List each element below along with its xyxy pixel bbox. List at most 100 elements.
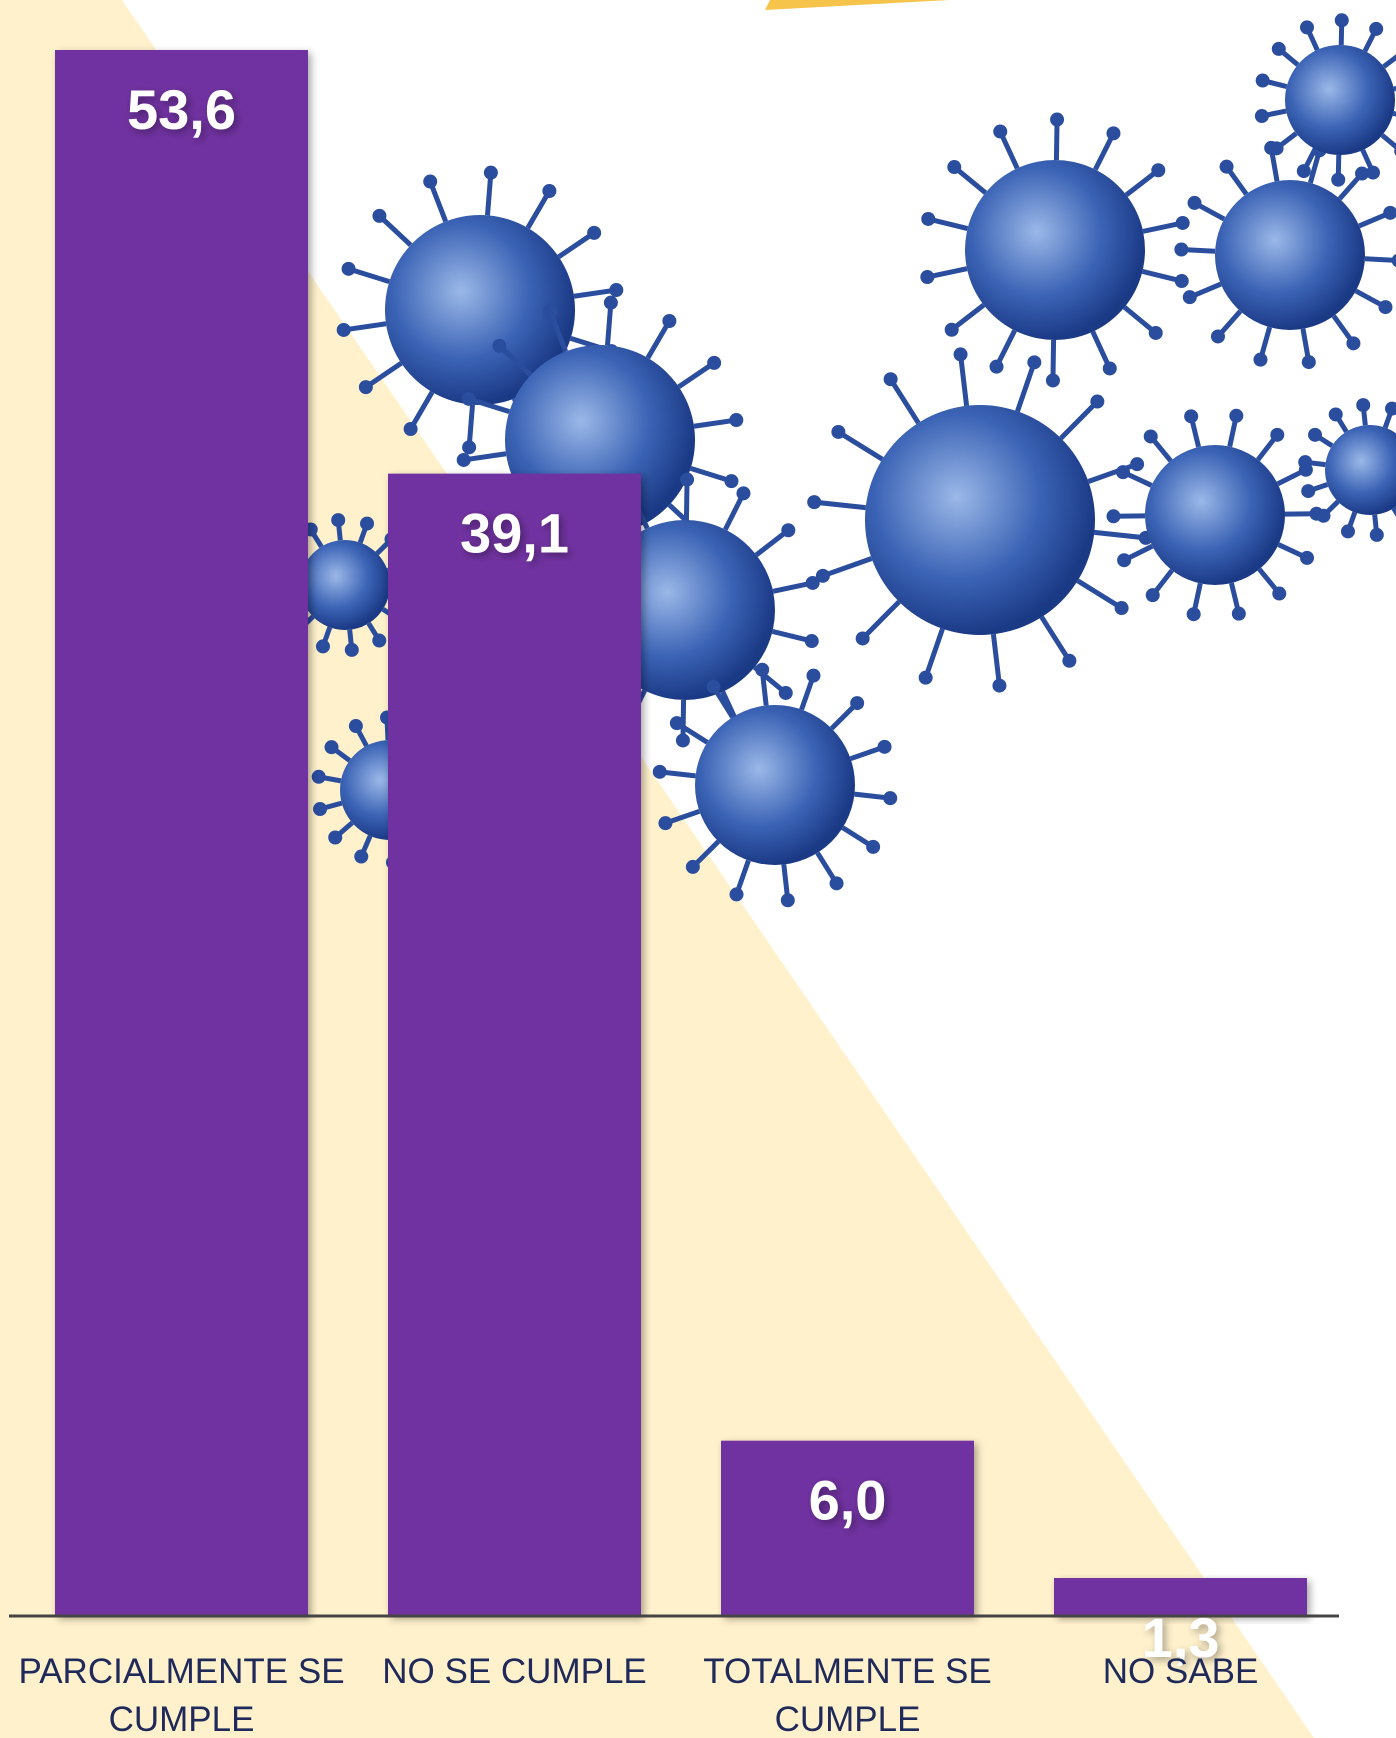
virus-spike-tip (462, 440, 477, 455)
virus-spike-tip (729, 413, 744, 428)
virus-spike (364, 361, 403, 390)
virus-spike-tip (456, 452, 471, 467)
virus-spike-tip (1210, 329, 1225, 344)
virus-spike (1094, 529, 1147, 541)
virus-spike-tip (1116, 465, 1131, 480)
virus (1174, 140, 1396, 370)
virus-spike (837, 429, 884, 462)
virus-body (1145, 445, 1285, 585)
virus-spike-tip (603, 295, 618, 310)
virus-spike (1059, 399, 1100, 441)
virus-body (965, 160, 1145, 340)
value-label: 39,1 (460, 501, 569, 564)
virus-spike-tip (1346, 336, 1361, 351)
virus-spike-tip (372, 633, 387, 648)
virus-spike-tip (542, 183, 557, 198)
virus-spike-tip (1334, 13, 1349, 28)
virus-spike-tip (1271, 41, 1286, 56)
virus-spike (408, 390, 435, 431)
virus-spike-tip (850, 696, 865, 711)
virus-spike-tip (675, 733, 690, 748)
virus-spike (689, 465, 733, 484)
virus-spike (958, 354, 970, 407)
virus-spike (347, 266, 391, 285)
virus-spike-tip (736, 486, 751, 501)
virus-spike-tip (920, 270, 935, 285)
virus-spike-tip (354, 849, 369, 864)
x-tick-label: PARCIALMENTE SE CUMPLE (18, 1652, 345, 1738)
virus-spike (485, 172, 494, 216)
virus-spike-tip (543, 304, 558, 319)
virus-spike (557, 230, 596, 259)
virus-spike-tip (1391, 254, 1396, 267)
virus-spike-tip (360, 516, 375, 531)
virus-spike (1380, 133, 1396, 150)
virus-spike-tip (989, 359, 1004, 374)
virus (1298, 398, 1396, 542)
virus-spike (466, 404, 475, 448)
virus-spike-tip (658, 816, 673, 831)
virus (920, 112, 1190, 388)
virus-spike-tip (953, 347, 968, 362)
virus-spike-tip (483, 165, 498, 180)
virus-spike-tip (992, 678, 1007, 693)
virus-spike-tip (1356, 398, 1371, 413)
virus-spike (645, 319, 672, 360)
virus-spike (822, 556, 873, 579)
virus-spike-tip (1340, 524, 1355, 539)
virus-spike-tip (866, 839, 881, 854)
virus-spike-tip (1369, 21, 1384, 36)
virus-spike-tip (313, 802, 328, 817)
virus-body (1215, 180, 1365, 330)
virus-spike-tip (1296, 164, 1311, 179)
virus-spike-tip (1383, 205, 1396, 220)
virus-spike-tip (1253, 352, 1268, 367)
virus-spike-tip (1301, 355, 1316, 370)
virus-spike (573, 287, 617, 299)
virus-spike (1015, 361, 1037, 413)
virus-spike-tip (609, 283, 624, 298)
virus-spike (1391, 506, 1396, 517)
virus-body (1285, 45, 1395, 155)
virus-spike-tip (1027, 355, 1042, 370)
virus-spike-tip (806, 668, 821, 683)
virus-spike-tip (918, 670, 933, 685)
virus-spike-tip (1182, 290, 1197, 305)
virus-spike-tip (662, 313, 677, 328)
virus-spike-tip (855, 631, 870, 646)
virus-spike-tip (1231, 606, 1246, 621)
virus-spike (1076, 578, 1123, 611)
virus-spike-tip (993, 124, 1008, 139)
virus-spike-tip (1102, 361, 1117, 376)
virus-spike-tip (1174, 242, 1189, 257)
virus-spike-tip (461, 391, 476, 406)
virus-spike-tip (423, 174, 438, 189)
virus-spike-tip (1385, 401, 1396, 416)
virus-spike (813, 499, 866, 511)
virus-spike-tip (1186, 607, 1201, 622)
virus-spike-tip (1050, 112, 1065, 127)
virus-spike-tip (1143, 429, 1158, 444)
virus-spike-tip (883, 791, 898, 806)
bar (388, 473, 641, 1616)
virus-spike-tip (1062, 653, 1077, 668)
virus-spike-tip (944, 322, 959, 337)
virus-spike (1364, 256, 1396, 263)
bar (1054, 1578, 1307, 1616)
virus-spike-tip (755, 662, 770, 677)
virus-spike-tip (328, 830, 343, 845)
virus-spike (677, 360, 716, 389)
virus-spike (693, 417, 737, 429)
virus-spike-tip (1145, 588, 1160, 603)
x-tick-label: TOTALMENTE SE CUMPLE (703, 1652, 992, 1738)
virus-spike-tip (669, 716, 684, 731)
virus-spike-tip (1151, 163, 1166, 178)
virus-spike-tip (344, 642, 359, 657)
virus-spike-tip (1272, 586, 1287, 601)
virus-spike (467, 396, 511, 415)
virus-spike-tip (324, 740, 339, 755)
virus-spike-tip (680, 472, 695, 487)
virus-spike (1039, 615, 1072, 663)
virus-spike-tip (1299, 550, 1314, 565)
virus-spike (990, 633, 1002, 686)
